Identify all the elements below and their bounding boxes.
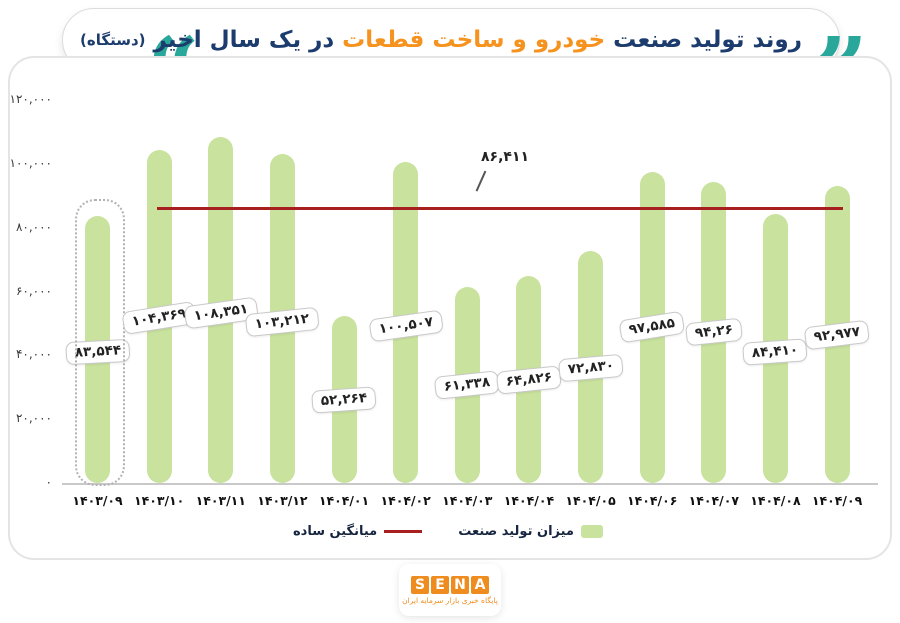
y-axis-tick-label: ۰ [45,475,52,489]
sena-letter-e: E [431,575,449,594]
y-axis-tick-label: ۱۲۰,۰۰۰ [9,92,53,106]
page-title: روند تولید صنعت خودرو و ساخت قطعات در یک… [80,9,802,71]
sena-tagline: پایگاه خبری بازار سرمایه ایران [402,595,498,605]
x-axis-tick-label: ۱۴۰۴/۰۴ [503,493,555,508]
x-axis-tick-label: ۱۴۰۴/۰۵ [565,493,616,508]
legend: میانگین ساده میزان تولید صنعت [8,524,888,539]
bar-value-label: ۷۲,۸۳۰ [557,353,624,383]
x-axis-tick-label: ۱۴۰۴/۰۳ [442,493,493,508]
bar-value-label: ۱۰۰,۵۰۷ [368,309,444,343]
sena-letter-s: S [411,575,429,594]
average-value-label: ۸۶,۴۱۱ [480,149,530,165]
bar-value-label: ۸۴,۴۱۰ [742,338,809,366]
x-axis-tick-label: ۱۴۰۴/۰۸ [750,493,801,508]
y-axis-tick-label: ۸۰,۰۰۰ [15,219,52,234]
sena-letter-n: N [451,575,469,594]
x-axis-tick-label: ۱۴۰۴/۰۲ [380,493,431,508]
x-axis-tick-label: ۱۴۰۴/۰۱ [318,493,370,508]
legend-average-label: میانگین ساده [293,524,378,539]
x-axis-tick-label: ۱۴۰۳/۱۰ [133,493,185,508]
average-leader-line [475,170,486,192]
x-axis-tick-label: ۱۴۰۴/۰۹ [811,493,863,508]
y-axis-tick-label: ۱۰۰,۰۰۰ [9,155,53,170]
x-axis-tick-label: ۱۴۰۳/۰۹ [72,493,123,508]
title-part-1: روند تولید صنعت [613,27,802,53]
bar-value-label: ۹۷,۵۸۵ [618,310,686,344]
bar-value-label: ۶۴,۸۲۶ [495,365,563,395]
average-line [157,207,844,210]
x-axis-line [62,483,878,485]
legend-average-line-swatch [384,530,423,533]
highlight-dashed-box [74,199,125,486]
sena-logo: S E N A پایگاه خبری بازار سرمایه ایران [399,564,501,616]
legend-bars-swatch [580,525,603,538]
bar-value-label: ۹۲,۹۷۷ [803,319,871,351]
y-axis-tick-label: ۶۰,۰۰۰ [15,283,52,298]
title-part-2: خودرو و ساخت قطعات [342,27,606,53]
bar-value-label: ۵۲,۲۶۴ [311,386,377,414]
sena-letters: S E N A [411,575,489,594]
bar-value-label: ۹۴,۲۶ [684,317,743,347]
x-axis-tick-label: ۱۴۰۴/۰۶ [626,493,678,508]
bar-value-label: ۶۱,۳۳۸ [434,370,501,400]
sena-letter-a: A [471,575,489,594]
x-axis-tick-label: ۱۴۰۴/۰۷ [688,493,739,508]
x-axis-tick-label: ۱۴۰۳/۱۲ [257,493,308,508]
title-unit: (دستگاه) [80,31,146,49]
y-axis-tick-label: ۲۰,۰۰۰ [15,411,52,426]
legend-bars-label: میزان تولید صنعت [458,524,574,539]
y-axis-tick-label: ۴۰,۰۰۰ [15,347,52,362]
title-part-3: در یک سال اخیر [153,27,335,53]
x-axis-tick-label: ۱۴۰۳/۱۱ [195,493,246,508]
